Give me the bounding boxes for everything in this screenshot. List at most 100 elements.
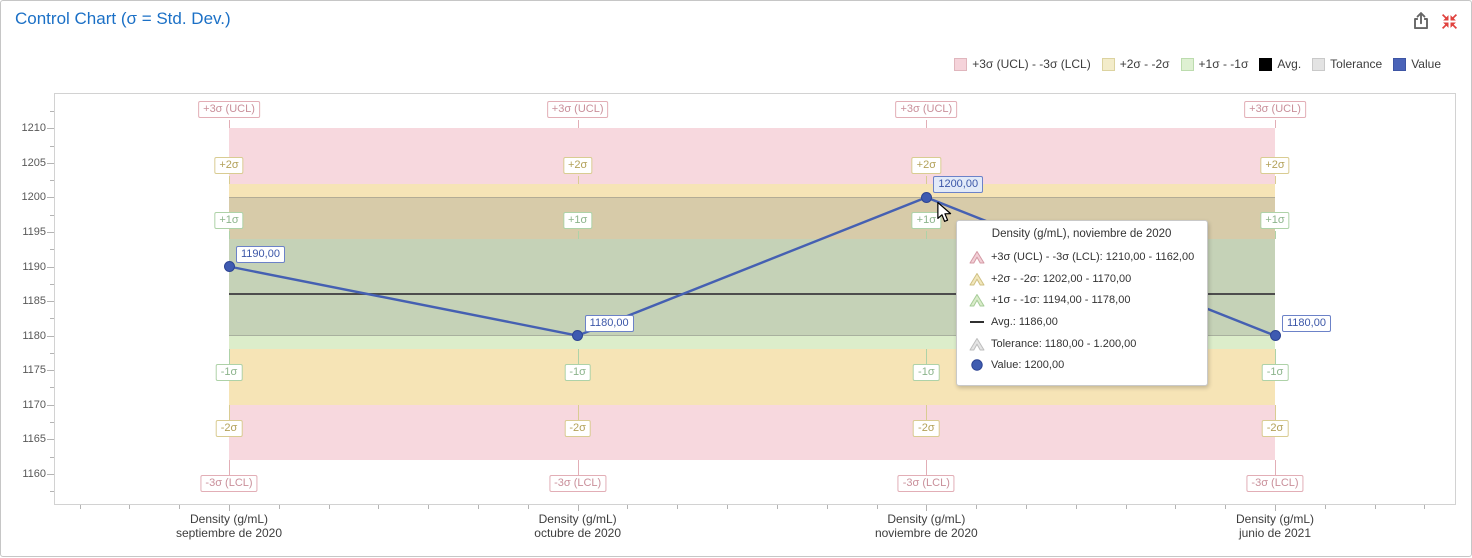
category-measure-label: Density (g/mL) <box>1155 512 1395 526</box>
range-band-icon <box>969 337 985 351</box>
band-label-3LCL-3: -3σ (LCL) <box>1246 475 1303 492</box>
y-axis-minor-tick <box>50 318 54 319</box>
band-label-1-2: -1σ <box>913 364 940 381</box>
data-point-0[interactable] <box>224 261 235 272</box>
x-axis-minor-tick <box>827 505 828 509</box>
tooltip-row-text: +2σ - -2σ: 1202,00 - 1170,00 <box>991 273 1131 285</box>
y-axis-major-tick <box>47 301 54 302</box>
band-label-1-1: -1σ <box>564 364 591 381</box>
band-label-3UCL-2: +3σ (UCL) <box>895 101 957 118</box>
band-connector <box>1275 176 1276 184</box>
tooltip-row-4: Tolerance: 1180,00 - 1.200,00 <box>969 333 1194 355</box>
y-axis-minor-tick <box>50 215 54 216</box>
y-axis-label: 1165 <box>1 433 46 445</box>
x-axis-minor-tick <box>1126 505 1127 509</box>
band-connector <box>229 405 230 420</box>
x-axis-category-tick <box>578 505 579 511</box>
band-label-1-0: -1σ <box>216 364 243 381</box>
y-axis-minor-tick <box>50 491 54 492</box>
x-axis-category-tick <box>1275 505 1276 511</box>
band-label-1-3: -1σ <box>1262 364 1289 381</box>
x-axis-minor-tick <box>1325 505 1326 509</box>
band-connector <box>1275 349 1276 364</box>
band-label-3LCL-1: -3σ (LCL) <box>549 475 606 492</box>
x-axis-minor-tick <box>877 505 878 509</box>
x-axis-minor-tick <box>428 505 429 509</box>
band-label-2-3: -2σ <box>1262 420 1289 437</box>
tooltip-title: Density (g/mL), noviembre de 2020 <box>969 228 1194 240</box>
x-axis-minor-tick <box>279 505 280 509</box>
y-axis-label: 1175 <box>1 364 46 376</box>
band-label-2-1: +2σ <box>563 157 592 174</box>
band-label-3UCL-3: +3σ (UCL) <box>1244 101 1306 118</box>
band-connector <box>926 176 927 184</box>
band-connector <box>926 349 927 364</box>
x-axis-category-tick <box>926 505 927 511</box>
tooltip-row-text: Value: 1200,00 <box>991 359 1064 371</box>
category-measure-label: Density (g/mL) <box>458 512 698 526</box>
y-axis-major-tick <box>47 474 54 475</box>
value-label-1: 1180,00 <box>585 315 634 332</box>
category-measure-label: Density (g/mL) <box>806 512 1046 526</box>
band-connector <box>229 231 230 239</box>
band-label-2-0: +2σ <box>214 157 243 174</box>
x-axis-minor-tick <box>80 505 81 509</box>
y-axis-major-tick <box>47 128 54 129</box>
x-axis-minor-tick <box>1175 505 1176 509</box>
x-axis-minor-tick <box>777 505 778 509</box>
band-label-2-0: -2σ <box>216 420 243 437</box>
x-axis-category-tick <box>229 505 230 511</box>
mouse-cursor <box>937 202 952 223</box>
band-connector <box>578 460 579 475</box>
y-axis-label: 1200 <box>1 191 46 203</box>
band-connector <box>229 176 230 184</box>
band-connector <box>926 231 927 239</box>
y-axis-label: 1195 <box>1 226 46 238</box>
band-connector <box>1275 405 1276 420</box>
y-axis-label: 1180 <box>1 330 46 342</box>
value-label-3: 1180,00 <box>1282 315 1331 332</box>
band-connector <box>578 349 579 364</box>
y-axis-major-tick <box>47 232 54 233</box>
y-axis-minor-tick <box>50 146 54 147</box>
x-axis-minor-tick <box>727 505 728 509</box>
y-axis-major-tick <box>47 439 54 440</box>
category-date-label: septiembre de 2020 <box>109 526 349 540</box>
band-label-2-3: +2σ <box>1260 157 1289 174</box>
x-axis-minor-tick <box>329 505 330 509</box>
value-point-icon <box>969 358 985 372</box>
band-connector <box>926 120 927 128</box>
x-axis-category-3: Density (g/mL)junio de 2021 <box>1155 512 1395 540</box>
band-label-3LCL-2: -3σ (LCL) <box>898 475 955 492</box>
y-axis-minor-tick <box>50 422 54 423</box>
band-label-2-2: +2σ <box>912 157 941 174</box>
category-date-label: junio de 2021 <box>1155 526 1395 540</box>
data-point-3[interactable] <box>1270 330 1281 341</box>
tooltip-row-text: +1σ - -1σ: 1194,00 - 1178,00 <box>991 294 1130 306</box>
y-axis-major-tick <box>47 336 54 337</box>
y-axis-minor-tick <box>50 180 54 181</box>
x-axis-category-0: Density (g/mL)septiembre de 2020 <box>109 512 349 540</box>
category-date-label: octubre de 2020 <box>458 526 698 540</box>
y-axis-minor-tick <box>50 353 54 354</box>
y-axis-minor-tick <box>50 387 54 388</box>
band-connector <box>926 460 927 475</box>
x-axis-category-2: Density (g/mL)noviembre de 2020 <box>806 512 1046 540</box>
value-label-2: 1200,00 <box>933 176 983 193</box>
band-label-1-1: +1σ <box>563 212 592 229</box>
tooltip-row-0: +3σ (UCL) - -3σ (LCL): 1210,00 - 1162,00 <box>969 246 1194 268</box>
x-axis-minor-tick <box>1375 505 1376 509</box>
y-axis-major-tick <box>47 197 54 198</box>
band-label-2-2: -2σ <box>913 420 940 437</box>
band-connector <box>229 120 230 128</box>
y-axis-minor-tick <box>50 111 54 112</box>
band-connector <box>578 120 579 128</box>
band-connector <box>578 176 579 184</box>
tooltip-row-1: +2σ - -2σ: 1202,00 - 1170,00 <box>969 268 1194 290</box>
y-axis-minor-tick <box>50 457 54 458</box>
data-point-2[interactable] <box>921 192 932 203</box>
x-axis-minor-tick <box>1424 505 1425 509</box>
x-axis-minor-tick <box>627 505 628 509</box>
